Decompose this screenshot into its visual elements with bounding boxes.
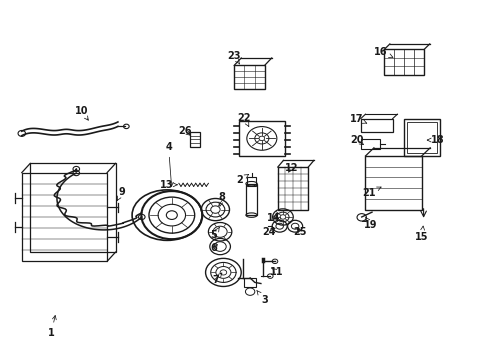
Bar: [384, 49, 423, 75]
Text: 1: 1: [48, 315, 56, 338]
Text: 12: 12: [284, 163, 298, 173]
Text: 6: 6: [210, 243, 217, 253]
Bar: [30, 163, 115, 252]
Text: 11: 11: [269, 267, 283, 277]
Text: 19: 19: [364, 217, 377, 230]
Text: 20: 20: [349, 135, 363, 145]
Bar: [407, 122, 436, 153]
Bar: [277, 167, 307, 210]
Text: 26: 26: [178, 126, 191, 136]
Text: 21: 21: [361, 187, 380, 198]
Text: 10: 10: [75, 106, 88, 120]
Text: 25: 25: [292, 227, 306, 237]
Bar: [238, 121, 284, 156]
Text: 4: 4: [165, 142, 173, 186]
Bar: [234, 66, 264, 89]
Text: 23: 23: [227, 51, 241, 64]
Text: 18: 18: [427, 135, 444, 145]
Text: 14: 14: [266, 213, 280, 223]
Bar: [247, 177, 255, 185]
Text: 17: 17: [349, 114, 366, 124]
Bar: [189, 132, 200, 147]
Bar: [244, 278, 256, 287]
Text: 2: 2: [236, 175, 248, 185]
Bar: [403, 119, 440, 156]
Text: 22: 22: [237, 113, 251, 126]
Text: 8: 8: [218, 192, 225, 206]
Text: 5: 5: [210, 228, 219, 240]
Bar: [360, 139, 380, 149]
Bar: [22, 172, 107, 261]
Text: 16: 16: [373, 47, 392, 58]
Bar: [365, 156, 421, 210]
Text: 7: 7: [212, 273, 222, 285]
Text: 15: 15: [414, 226, 427, 242]
Text: 9: 9: [117, 187, 125, 201]
Text: 24: 24: [262, 227, 275, 237]
Bar: [245, 184, 257, 215]
Text: 13: 13: [160, 180, 177, 190]
Text: 3: 3: [256, 291, 267, 305]
Bar: [360, 119, 392, 131]
